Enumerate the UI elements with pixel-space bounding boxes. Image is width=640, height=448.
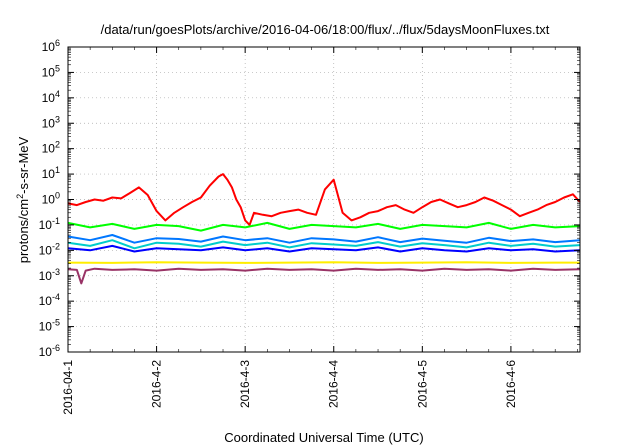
y-tick-label-base: 10 — [39, 218, 53, 232]
y-tick-label: 10-4 — [39, 292, 60, 308]
y-tick-label: 105 — [42, 63, 60, 79]
y-axis: 10610510410310210110010-110-210-310-410-… — [39, 38, 580, 359]
y-tick-label-base: 10 — [42, 65, 56, 79]
y-tick-label: 10-6 — [39, 343, 60, 359]
series-lines — [67, 173, 581, 285]
y-axis-label: protons/cm2-s-sr-MeV — [15, 136, 31, 263]
x-tick-label: 2016-4-2 — [150, 360, 164, 408]
y-tick-label: 104 — [42, 89, 60, 105]
y-tick-label-exp: -1 — [52, 216, 60, 226]
y-tick-label-base: 10 — [42, 193, 56, 207]
y-tick-label-exp: 1 — [55, 165, 60, 175]
y-tick-label-exp: 0 — [55, 191, 60, 201]
y-tick-label-base: 10 — [42, 167, 56, 181]
series-line-1 — [67, 221, 581, 232]
y-axis-label-sup: 2 — [15, 194, 25, 199]
series-line-5 — [67, 261, 580, 264]
x-axis: 2016-04-1 2016-4-2 2016-4-3 2016-4-4 2016-4-… — [61, 47, 578, 415]
y-tick-label: 10-2 — [39, 241, 60, 257]
series-line-3 — [67, 234, 581, 244]
x-tick-label: 2016-4-5 — [415, 360, 429, 408]
y-tick-label-exp: -3 — [52, 267, 60, 277]
y-axis-label-pre: protons/cm — [16, 199, 31, 263]
y-tick-label-exp: 6 — [55, 38, 60, 48]
x-tick-label: 2016-04-1 — [61, 360, 75, 415]
y-tick-label-base: 10 — [42, 142, 56, 156]
y-tick-label-exp: -6 — [52, 343, 60, 353]
y-tick-label-base: 10 — [39, 345, 53, 359]
y-tick-label-exp: -2 — [52, 241, 60, 251]
y-tick-label-exp: 2 — [55, 140, 60, 150]
y-tick-label: 10-5 — [39, 318, 60, 334]
x-tick-label: 2016-4-4 — [327, 360, 341, 408]
y-axis-label-post: -s-sr-MeV — [16, 136, 31, 193]
grid-lines — [68, 47, 580, 352]
y-tick-label-exp: -5 — [52, 318, 60, 328]
y-tick-label: 103 — [42, 114, 60, 130]
y-tick-label-base: 10 — [39, 269, 53, 283]
x-axis-label: Coordinated Universal Time (UTC) — [224, 430, 423, 445]
y-tick-label: 106 — [42, 38, 60, 54]
y-tick-label-exp: 3 — [55, 114, 60, 124]
y-tick-label-exp: -4 — [52, 292, 60, 302]
series-line-4 — [67, 244, 581, 253]
y-tick-label: 102 — [42, 140, 60, 156]
series-line-0 — [67, 173, 581, 226]
y-tick-label-base: 10 — [39, 243, 53, 257]
y-tick-label: 100 — [42, 191, 60, 207]
series-line-6 — [67, 267, 581, 285]
y-tick-label-base: 10 — [42, 91, 56, 105]
x-tick-label: 2016-4-3 — [238, 360, 252, 408]
y-tick-label-exp: 5 — [55, 63, 60, 73]
y-tick-label: 10-1 — [39, 216, 60, 232]
y-tick-label-base: 10 — [42, 116, 56, 130]
y-tick-label-exp: 4 — [55, 89, 60, 99]
y-tick-label: 10-3 — [39, 267, 60, 283]
y-tick-label-base: 10 — [39, 294, 53, 308]
y-tick-label-base: 10 — [39, 320, 53, 334]
series-line-2 — [67, 239, 581, 250]
chart-title: /data/run/goesPlots/archive/2016-04-06/1… — [101, 22, 550, 37]
y-tick-label: 101 — [42, 165, 60, 181]
x-tick-label: 2016-4-6 — [504, 360, 518, 408]
y-tick-label-base: 10 — [42, 40, 56, 54]
